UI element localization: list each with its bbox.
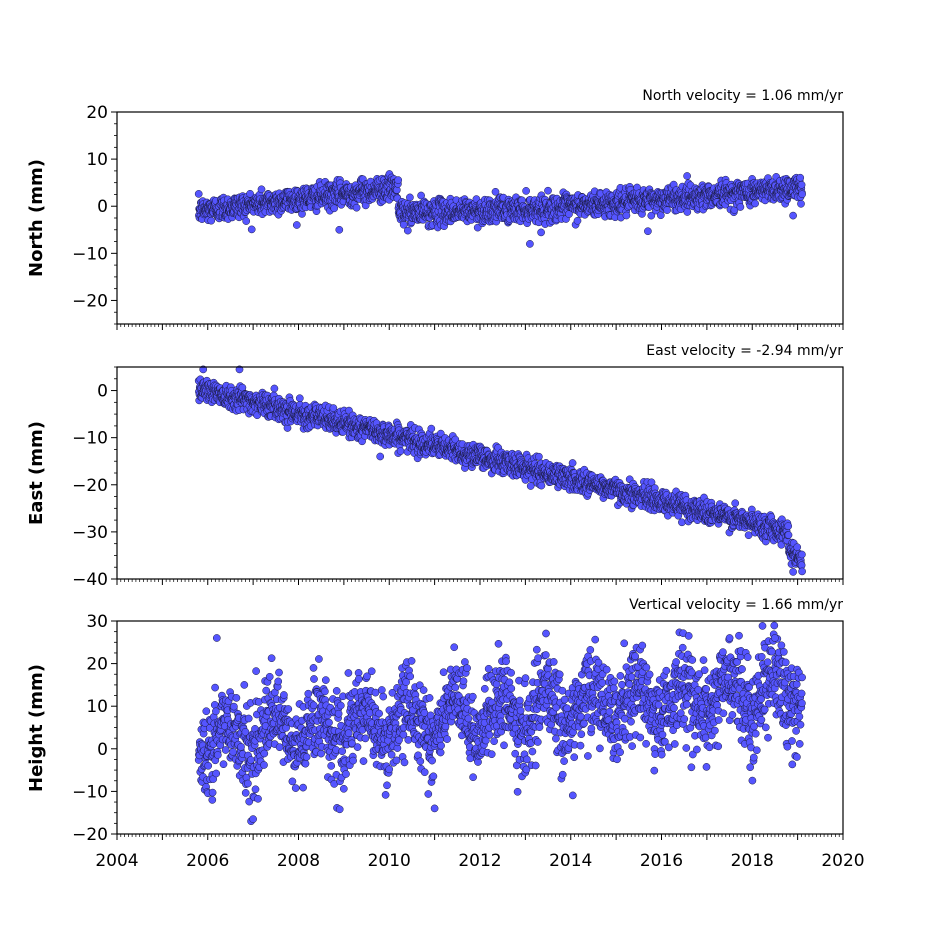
north-data-point	[683, 172, 691, 180]
east-data-point	[798, 550, 806, 559]
north-data-point	[352, 203, 361, 212]
east-data-point	[784, 531, 793, 539]
east-ytick-label: −30	[72, 523, 108, 543]
north-data-point	[330, 204, 339, 213]
east-data-point	[396, 447, 405, 455]
height-data-point	[212, 769, 221, 778]
north-data-point	[683, 208, 692, 216]
north-data-point	[207, 216, 216, 225]
north-data-point	[789, 211, 797, 220]
north-data-point	[663, 206, 671, 214]
north-ytick-label: 0	[97, 197, 108, 217]
height-data-point	[208, 788, 217, 797]
north-ytick-label: −20	[72, 291, 108, 311]
north-data-point	[292, 221, 301, 229]
north-panel: North velocity = 1.06 mm/yr North (mm) −…	[26, 88, 844, 330]
north-data-point	[796, 173, 805, 182]
north-data-point	[736, 203, 745, 211]
north-data-points	[194, 170, 806, 248]
north-ytick-label: −10	[72, 244, 108, 264]
north-data-point	[526, 240, 534, 248]
north-data-point	[194, 190, 203, 198]
east-velocity-annotation: East velocity = -2.94 mm/yr	[646, 343, 843, 359]
north-data-point	[403, 226, 412, 235]
north-data-point	[656, 211, 665, 220]
east-ylabel: East (mm)	[26, 421, 47, 525]
east-ytick-label: −10	[72, 429, 108, 449]
north-data-point	[491, 187, 500, 196]
north-data-point	[242, 217, 251, 225]
height-data-point	[210, 701, 219, 709]
east-data-point	[427, 424, 436, 433]
north-data-point	[335, 225, 344, 234]
north-data-point	[394, 176, 403, 184]
north-data-point	[417, 191, 425, 200]
north-ylabel: North (mm)	[26, 159, 47, 277]
east-data-point	[793, 543, 802, 552]
north-data-point	[257, 185, 266, 194]
east-data-point	[535, 452, 543, 461]
east-data-point	[798, 567, 806, 576]
vertical-velocity-annotation: Vertical velocity = 1.66 mm/yr	[629, 597, 843, 613]
east-data-point	[731, 499, 740, 508]
north-data-point	[644, 227, 652, 236]
north-data-point	[751, 199, 759, 208]
east-data-point	[526, 482, 535, 490]
height-data-point	[211, 683, 219, 692]
east-data-point	[789, 568, 797, 576]
east-data-point	[270, 384, 279, 393]
east-data-point	[784, 522, 793, 530]
north-data-point	[406, 193, 414, 202]
north-ytick-label: 20	[86, 103, 108, 123]
north-data-point	[798, 190, 806, 199]
north-data-point	[797, 199, 805, 208]
north-data-point	[622, 211, 631, 220]
north-data-point	[246, 189, 254, 198]
east-ytick-label: −20	[72, 476, 108, 496]
north-data-point	[537, 228, 545, 237]
east-data-point	[376, 452, 385, 461]
height-data-point	[221, 746, 230, 754]
height-data-point	[202, 707, 211, 716]
east-data-point	[568, 459, 577, 467]
north-data-point	[544, 186, 552, 195]
north-data-point	[797, 180, 806, 189]
east-data-point	[744, 531, 753, 540]
east-data-point	[537, 481, 546, 490]
north-data-point	[522, 187, 530, 195]
north-velocity-annotation: North velocity = 1.06 mm/yr	[642, 88, 843, 104]
north-data-point	[573, 216, 582, 225]
north-data-point	[247, 225, 256, 234]
height-data-point	[204, 761, 213, 770]
north-ytick-label: 10	[86, 150, 108, 170]
east-ytick-label: 0	[97, 382, 108, 402]
height-ylabel: Height (mm)	[26, 664, 47, 792]
height-data-point	[219, 760, 228, 769]
east-ytick-label: −40	[72, 570, 108, 590]
east-data-point	[295, 394, 304, 403]
height-data-point	[213, 751, 222, 759]
east-data-point	[678, 518, 686, 527]
